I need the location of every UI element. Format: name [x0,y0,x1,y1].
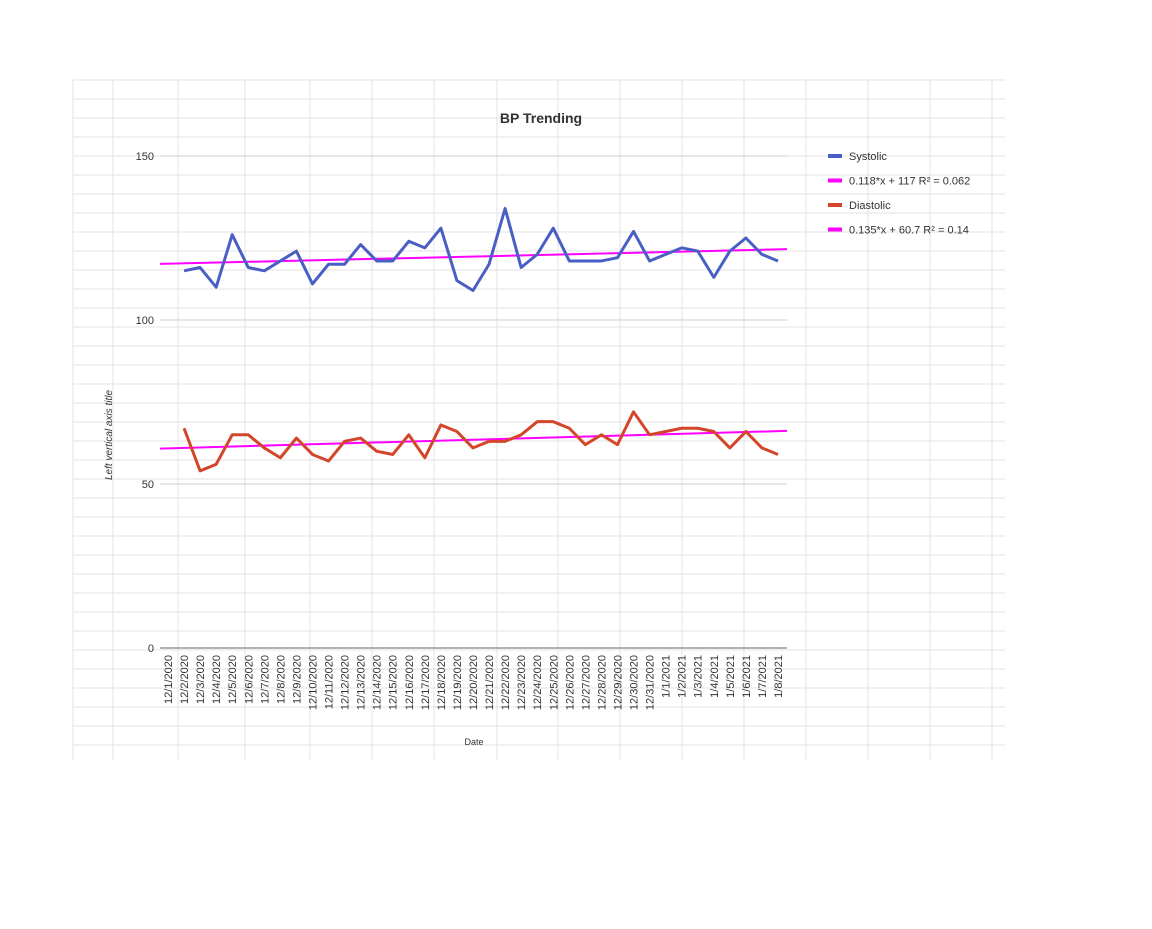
x-tick-label: 1/4/2021 [709,655,721,698]
x-tick-label: 12/27/2020 [580,655,592,710]
x-tick-label: 1/7/2021 [757,655,769,698]
sheet-grid [72,79,1005,760]
legend-label: 0.135*x + 60.7 R² = 0.14 [849,225,969,237]
y-tick-label: 50 [142,479,154,491]
x-tick-label: 1/6/2021 [741,655,753,698]
x-tick-label: 12/13/2020 [356,655,368,710]
trendline [159,248,788,265]
x-tick-label: 12/19/2020 [452,655,464,710]
y-axis-title: Left vertical axis title [104,390,115,480]
x-tick-label: 12/14/2020 [372,655,384,710]
legend-label: Systolic [849,151,887,163]
series-line [182,410,779,473]
x-tick-label: 12/12/2020 [340,655,352,710]
x-tick-label: 12/1/2020 [163,655,175,704]
x-tick-label: 12/15/2020 [388,655,400,710]
x-tick-label: 12/11/2020 [324,655,336,709]
x-tick-label: 12/9/2020 [291,655,303,704]
x-tick-label: 12/31/2020 [645,655,657,710]
x-tick-label: 12/5/2020 [227,655,239,704]
x-tick-label: 1/5/2021 [725,655,737,698]
x-tick-label: 12/24/2020 [532,655,544,710]
x-tick-label: 12/2/2020 [179,655,191,704]
x-tick-label: 12/10/2020 [307,655,319,710]
x-tick-label: 12/21/2020 [484,655,496,710]
y-tick-label: 150 [136,151,154,163]
x-tick-label: 12/30/2020 [629,655,641,710]
y-tick-label: 0 [148,643,154,655]
y-tick-label: 100 [136,315,154,327]
x-tick-label: 12/7/2020 [259,655,271,704]
x-tick-label: 12/26/2020 [564,655,576,710]
x-tick-label: 12/17/2020 [420,655,432,710]
legend-label: 0.118*x + 117 R² = 0.062 [849,176,970,188]
x-tick-label: 12/23/2020 [516,655,528,710]
x-tick-label: 1/1/2021 [661,655,673,698]
x-tick-label: 12/16/2020 [404,655,416,710]
x-axis-title: Date [464,737,483,747]
x-tick-label: 12/29/2020 [612,655,624,710]
x-tick-label: 12/18/2020 [436,655,448,710]
x-tick-label: 12/20/2020 [468,655,480,710]
x-tick-label: 12/6/2020 [243,655,255,704]
x-tick-label: 12/22/2020 [500,655,512,710]
x-tick-label: 12/8/2020 [275,655,287,704]
x-tick-label: 1/3/2021 [693,655,705,698]
x-tick-label: 1/8/2021 [773,655,785,698]
trendline [159,429,788,450]
x-tick-label: 12/28/2020 [596,655,608,710]
x-tick-label: 12/25/2020 [548,655,560,710]
legend-label: Diastolic [849,200,891,212]
x-tick-label: 12/4/2020 [211,655,223,704]
series-line [183,206,779,292]
x-tick-label: 1/2/2021 [677,655,689,698]
x-tick-label: 12/3/2020 [195,655,207,704]
chart-title: BP Trending [500,110,582,126]
